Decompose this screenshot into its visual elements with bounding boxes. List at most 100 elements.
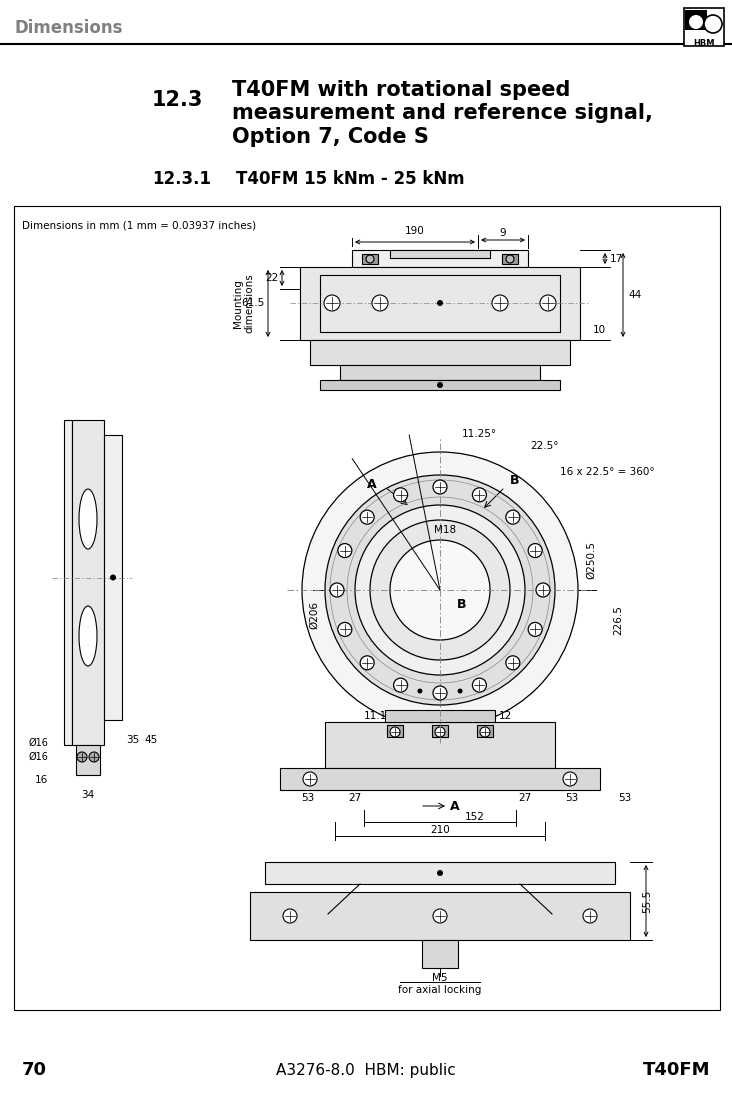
Circle shape xyxy=(433,686,447,700)
Bar xyxy=(685,10,707,30)
Text: 10: 10 xyxy=(593,325,606,335)
Circle shape xyxy=(536,583,550,597)
Circle shape xyxy=(506,510,520,524)
Circle shape xyxy=(492,295,508,311)
Text: Ø250.5: Ø250.5 xyxy=(586,542,596,579)
Ellipse shape xyxy=(79,489,97,549)
Bar xyxy=(104,435,122,720)
Circle shape xyxy=(433,909,447,923)
Bar xyxy=(432,725,448,737)
Circle shape xyxy=(529,544,542,558)
Circle shape xyxy=(394,488,408,502)
Bar xyxy=(387,725,403,737)
Bar xyxy=(422,940,458,968)
Text: B: B xyxy=(458,598,467,612)
Text: 44: 44 xyxy=(628,290,641,300)
Circle shape xyxy=(689,15,703,30)
Circle shape xyxy=(89,752,99,763)
Bar xyxy=(250,892,630,940)
Text: M5: M5 xyxy=(433,973,448,984)
Circle shape xyxy=(704,15,722,33)
Circle shape xyxy=(433,480,447,494)
Text: 45: 45 xyxy=(144,735,157,745)
Circle shape xyxy=(583,909,597,923)
Circle shape xyxy=(472,488,487,502)
Circle shape xyxy=(506,255,514,263)
Text: Option 7, Code S: Option 7, Code S xyxy=(232,127,429,147)
Bar xyxy=(477,725,493,737)
Text: 61.5: 61.5 xyxy=(241,299,264,309)
Circle shape xyxy=(563,772,577,785)
Circle shape xyxy=(370,520,510,660)
Circle shape xyxy=(324,295,340,311)
Circle shape xyxy=(458,688,463,694)
Circle shape xyxy=(506,655,520,670)
Circle shape xyxy=(437,300,443,306)
Circle shape xyxy=(472,678,487,693)
Text: Mounting
dimensions: Mounting dimensions xyxy=(234,274,255,334)
Text: 16 x 22.5° = 360°: 16 x 22.5° = 360° xyxy=(560,467,654,477)
Bar xyxy=(352,251,528,267)
Text: T40FM: T40FM xyxy=(643,1061,710,1079)
Circle shape xyxy=(338,622,352,637)
Text: 34: 34 xyxy=(81,790,94,800)
Text: Ø16: Ø16 xyxy=(28,752,48,763)
Circle shape xyxy=(283,909,297,923)
Circle shape xyxy=(325,475,555,705)
Text: Ø16: Ø16 xyxy=(28,738,48,748)
Text: 53: 53 xyxy=(618,793,631,803)
Circle shape xyxy=(302,452,578,728)
Circle shape xyxy=(303,772,317,785)
Text: A3276-8.0  HBM: public: A3276-8.0 HBM: public xyxy=(276,1062,456,1078)
Circle shape xyxy=(330,583,344,597)
Circle shape xyxy=(540,295,556,311)
Text: Dimensions in mm (1 mm = 0.03937 inches): Dimensions in mm (1 mm = 0.03937 inches) xyxy=(22,221,256,231)
Bar xyxy=(325,722,555,768)
Text: B: B xyxy=(510,474,520,487)
Bar xyxy=(280,768,600,790)
Circle shape xyxy=(529,622,542,637)
Text: 53: 53 xyxy=(565,793,578,803)
Bar xyxy=(340,365,540,380)
Circle shape xyxy=(437,870,443,876)
Text: 27: 27 xyxy=(518,793,531,803)
Circle shape xyxy=(110,574,116,581)
Bar xyxy=(684,8,724,46)
Circle shape xyxy=(390,540,490,640)
Text: Dimensions: Dimensions xyxy=(14,19,122,37)
Bar xyxy=(385,710,495,722)
Text: 53: 53 xyxy=(302,793,315,803)
Circle shape xyxy=(360,655,374,670)
Text: HBM: HBM xyxy=(693,38,714,47)
Text: 210: 210 xyxy=(430,825,450,835)
Bar xyxy=(300,267,580,340)
Text: 16: 16 xyxy=(34,775,48,785)
Text: 9: 9 xyxy=(500,228,507,238)
Circle shape xyxy=(435,728,445,737)
Text: 12.3: 12.3 xyxy=(152,90,203,110)
Text: Ø206: Ø206 xyxy=(309,601,319,629)
Circle shape xyxy=(372,295,388,311)
Text: 70: 70 xyxy=(22,1061,47,1079)
Text: 35: 35 xyxy=(126,735,139,745)
Text: 12.3.1: 12.3.1 xyxy=(152,170,211,188)
Text: 190: 190 xyxy=(405,226,425,236)
Bar xyxy=(14,206,720,1010)
Text: 27: 27 xyxy=(348,793,362,803)
Text: A: A xyxy=(367,478,377,491)
Bar xyxy=(502,254,518,264)
Circle shape xyxy=(366,255,374,263)
Text: T40FM 15 kNm - 25 kNm: T40FM 15 kNm - 25 kNm xyxy=(236,170,465,188)
Text: 55.5: 55.5 xyxy=(642,889,652,912)
Text: for axial locking: for axial locking xyxy=(398,985,482,996)
Text: T40FM with rotational speed: T40FM with rotational speed xyxy=(232,80,570,100)
Text: 22.5°: 22.5° xyxy=(530,441,559,451)
Circle shape xyxy=(390,728,400,737)
Circle shape xyxy=(394,678,408,693)
Circle shape xyxy=(338,544,352,558)
Circle shape xyxy=(360,510,374,524)
Bar xyxy=(390,251,490,258)
Bar xyxy=(76,745,100,775)
Circle shape xyxy=(77,752,87,763)
Text: measurement and reference signal,: measurement and reference signal, xyxy=(232,103,653,123)
